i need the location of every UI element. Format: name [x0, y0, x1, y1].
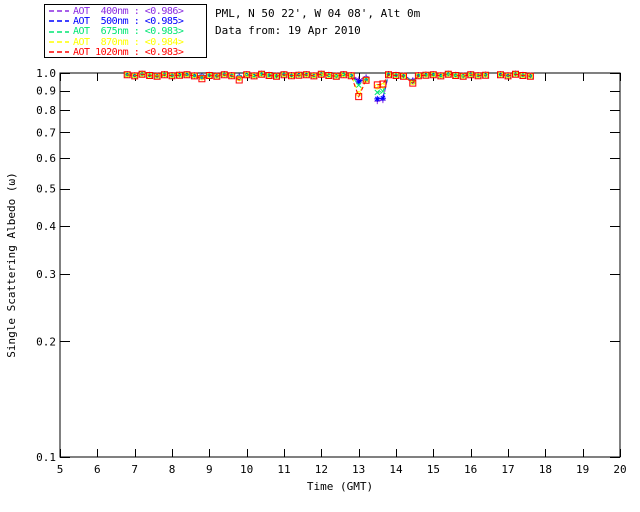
x-tick-label: 8 — [169, 463, 176, 476]
y-tick-label: 0.7 — [36, 126, 56, 139]
y-tick-label: 0.8 — [36, 104, 56, 117]
y-tick-label: 0.1 — [36, 451, 56, 464]
legend-label: AOT 1020nm : <0.983> — [73, 46, 184, 58]
legend-dash-line-icon — [49, 20, 69, 23]
x-axis — [60, 73, 621, 457]
legend-label: AOT 675nm : <0.983> — [73, 26, 184, 38]
legend-dash-line-icon — [49, 30, 69, 33]
series-1020nm — [123, 70, 534, 101]
x-axis-labels: 5 6 7 8 9 10 11 12 13 14 15 16 17 18 19 20 Time (GMT) — [57, 463, 627, 493]
x-tick-label: 10 — [240, 463, 253, 476]
x-tick-label: 11 — [277, 463, 290, 476]
y-tick-label: 0.5 — [36, 183, 56, 196]
legend-item-1020nm: AOT 1020nm : <0.983> — [48, 47, 206, 57]
legend-item-500nm: AOT 500nm : <0.985> — [48, 15, 206, 27]
y-tick-label: 0.9 — [36, 85, 56, 98]
y-tick-label: 1.0 — [36, 67, 56, 80]
plot-header: PML, N 50 22', W 04 08', Alt 0m Data fro… — [215, 5, 420, 39]
series-markers — [123, 70, 534, 101]
x-tick-label: 13 — [352, 463, 365, 476]
y-axis-title: Single Scattering Albedo (ω) — [5, 172, 18, 357]
legend-dash-line-icon — [49, 51, 69, 54]
y-axis — [60, 73, 620, 458]
y-tick-label: 0.2 — [36, 335, 56, 348]
legend-label: AOT 870nm : <0.984> — [73, 36, 184, 48]
legend-label: AOT 500nm : <0.985> — [73, 15, 184, 27]
x-tick-label: 9 — [206, 463, 213, 476]
x-tick-label: 6 — [94, 463, 101, 476]
legend-item-675nm: AOT 675nm : <0.983> — [48, 26, 206, 38]
x-tick-label: 5 — [57, 463, 64, 476]
x-tick-label: 20 — [613, 463, 626, 476]
date-subtitle: Data from: 19 Apr 2010 — [215, 24, 361, 37]
legend-dash-line-icon — [49, 10, 69, 12]
legend-dash-line-icon — [49, 41, 69, 43]
x-tick-label: 18 — [539, 463, 552, 476]
y-axis-labels: 1.0 0.9 0.8 0.7 0.6 0.5 0.4 0.3 0.2 0.1 Single Sca… — [5, 67, 56, 464]
x-tick-label: 14 — [389, 463, 403, 476]
x-tick-label: 15 — [427, 463, 440, 476]
legend-item-400nm: AOT 400nm : <0.986> — [48, 5, 206, 17]
legend-box: AOT 400nm : <0.986> AOT 500nm : <0.985> AO… — [44, 4, 207, 58]
legend-item-870nm: AOT 870nm : <0.984> — [48, 36, 206, 48]
plot-frame — [59, 72, 621, 458]
x-axis-title: Time (GMT) — [307, 480, 373, 493]
x-tick-label: 19 — [576, 463, 589, 476]
x-tick-label: 17 — [501, 463, 514, 476]
y-tick-label: 0.4 — [36, 220, 56, 233]
station-title: PML, N 50 22', W 04 08', Alt 0m — [215, 7, 421, 20]
y-tick-label: 0.3 — [36, 268, 56, 281]
legend-label: AOT 400nm : <0.986> — [73, 5, 184, 17]
x-tick-label: 12 — [315, 463, 328, 476]
x-tick-label: 7 — [131, 463, 138, 476]
x-tick-label: 16 — [464, 463, 477, 476]
y-tick-label: 0.6 — [36, 152, 56, 165]
